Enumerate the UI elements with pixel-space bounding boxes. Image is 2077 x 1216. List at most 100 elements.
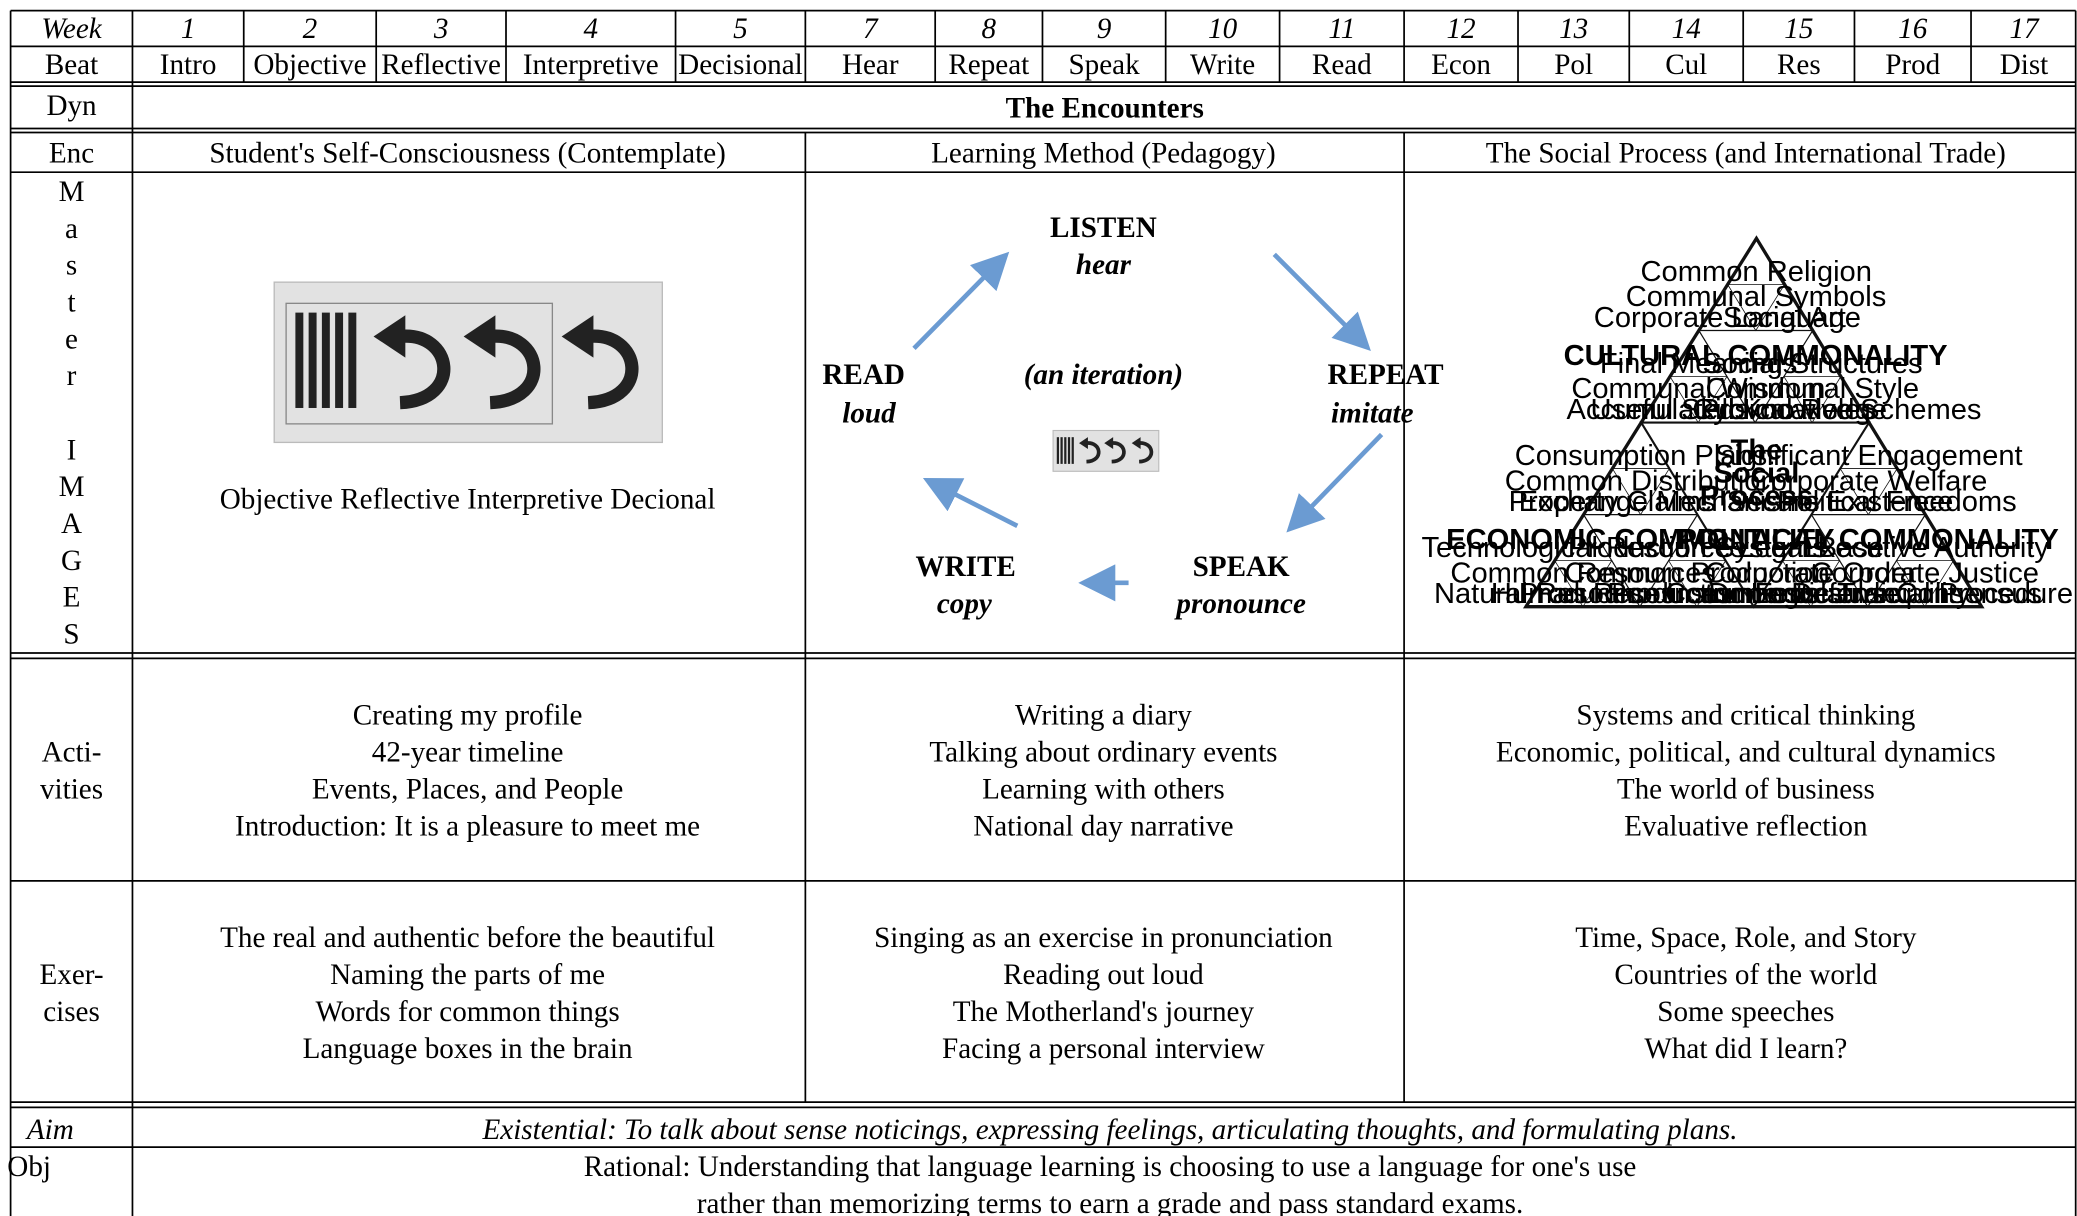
cell-line: Evaluative reflection xyxy=(1624,811,1868,843)
week-number: 15 xyxy=(1784,13,1813,45)
row-label: cises xyxy=(43,996,100,1028)
column-heading: Student's Self-Consciousness (Contemplat… xyxy=(209,138,725,170)
week-number: 5 xyxy=(733,13,748,45)
week-number: 10 xyxy=(1208,13,1238,45)
pyramid-item: Corporate Language xyxy=(1594,302,1861,334)
cell-line: Language boxes in the brain xyxy=(303,1033,633,1065)
pyramid-edge xyxy=(1726,284,1786,332)
image-caption: Objective Reflective Interpretive Decion… xyxy=(220,483,716,515)
cell-line: Facing a personal interview xyxy=(942,1033,1265,1065)
pyramid-item: Social Art xyxy=(1723,302,1846,334)
cell-line: Countries of the world xyxy=(1614,959,1877,991)
beat-name: Read xyxy=(1312,49,1372,81)
beat-name: Hear xyxy=(842,49,899,81)
aim-text: Existential: To talk about sense noticin… xyxy=(482,1114,1738,1146)
pyramid-item: Common Distribution xyxy=(1505,465,1777,497)
cell-line: The world of business xyxy=(1617,773,1875,805)
pyramid-item: Production Forces xyxy=(1607,578,1843,610)
week-number: 9 xyxy=(1097,13,1112,45)
pyramid-item: Political Freedoms xyxy=(1777,486,2017,518)
row-label: vities xyxy=(40,773,103,805)
cycle-verb: WRITE xyxy=(915,551,1015,583)
pyramid-edge xyxy=(1895,560,1955,608)
pyramid-edge xyxy=(1783,376,1842,424)
pyramid-item: Common Production xyxy=(1564,557,1829,589)
beat-name: Objective xyxy=(253,49,366,81)
cell-line: Writing a diary xyxy=(1015,699,1192,731)
pyramid-title: The xyxy=(1731,434,1783,466)
beat-name: Prod xyxy=(1885,49,1940,81)
cell-line: 42-year timeline xyxy=(372,736,564,768)
cycle-gloss: imitate xyxy=(1331,397,1414,429)
beat-name: Res xyxy=(1777,49,1821,81)
cell-line: Some speeches xyxy=(1657,996,1834,1028)
pyramid-item: Useful Skills xyxy=(1590,394,1749,426)
cell-line: Words for common things xyxy=(315,996,619,1028)
commonality-label: ECONOMIC COMMONALITY xyxy=(1446,524,1834,556)
pyramid-item: Social Structures xyxy=(1702,348,1922,380)
pyramid-edge xyxy=(1669,376,1728,424)
pyramid-edge xyxy=(1781,560,1841,608)
row-label: Dyn xyxy=(46,90,97,122)
pyramid-item: Common Defense xyxy=(1665,578,1900,610)
cell-line: Naming the parts of me xyxy=(330,959,605,991)
pyramid-item: Cyclical Roles xyxy=(1692,394,1875,426)
column-heading: Learning Method (Pedagogy) xyxy=(931,138,1276,170)
beat-name: Dist xyxy=(2000,49,2049,81)
cell-line: Introduction: It is a pleasure to meet m… xyxy=(235,811,700,843)
pyramid-item: Common Religion xyxy=(1640,256,1871,288)
cell-line: Creating my profile xyxy=(353,699,583,731)
pyramid-item: Judicial Procedure xyxy=(1833,578,2073,610)
pyramid-item: Accumulated Knowledge xyxy=(1566,394,1887,426)
pyramid-edge xyxy=(1667,560,1727,608)
cell-line: Singing as an exercise in pronunciation xyxy=(874,922,1333,954)
pyramid-item: Provocative Schemes xyxy=(1700,394,1982,426)
pyramid-edge xyxy=(1554,560,1613,608)
commonality-label: POLITICAL COMMONALITY xyxy=(1677,524,2058,556)
week-number: 13 xyxy=(1559,13,1588,45)
pyramid-item: Property Claims xyxy=(1509,486,1716,518)
cycle-verb: SPEAK xyxy=(1193,551,1290,583)
icon-small xyxy=(1052,429,1160,472)
pyramid-item: Production Systems xyxy=(1568,532,1827,564)
pyramid-item: Legal Base xyxy=(1738,532,1884,564)
pyramid-item: Human Resources xyxy=(1491,578,1732,610)
pyramid-edge xyxy=(1611,468,1671,516)
cell-line: The real and authentic before the beauti… xyxy=(220,922,715,954)
cycle-arrows xyxy=(912,251,1384,602)
pyramid-item: Executive Authority xyxy=(1801,532,2049,564)
row-label: Exer- xyxy=(39,959,103,991)
cell-line: Time, Space, Role, and Story xyxy=(1575,922,1917,954)
week-number: 14 xyxy=(1672,13,1701,45)
row-label: Obj xyxy=(7,1151,51,1183)
beat-name: Cul xyxy=(1665,49,1707,81)
icon-large xyxy=(273,281,663,444)
week-number: 17 xyxy=(2009,13,2040,45)
cell-line: Talking about ordinary events xyxy=(929,736,1277,768)
pyramid-item: Significant Engagement xyxy=(1715,440,2023,472)
week-number: 2 xyxy=(303,13,318,45)
cell-line: What did I learn? xyxy=(1644,1033,1847,1065)
pyramid-item: Consumption Plans xyxy=(1515,440,1768,472)
objective-line: rather than memorizing terms to earn a g… xyxy=(697,1188,1524,1216)
objective-line: Rational: Understanding that language le… xyxy=(584,1151,1637,1183)
beat-name: Write xyxy=(1190,49,1255,81)
cycle-gloss: loud xyxy=(842,397,896,429)
week-label: Week xyxy=(41,13,102,45)
cell-line: Systems and critical thinking xyxy=(1576,699,1915,731)
week-number: 11 xyxy=(1328,13,1355,45)
cell-line: Events, Places, and People xyxy=(312,773,623,805)
pyramid-item: Communal Style xyxy=(1705,373,1919,405)
cell-line: The Motherland's journey xyxy=(953,996,1255,1028)
pyramid-item: Legislative Consensus xyxy=(1751,578,2042,610)
pyramid-item: Communal Symbols xyxy=(1626,281,1887,313)
week-number: 12 xyxy=(1446,13,1475,45)
pyramid-item: Exchange Mechanisms xyxy=(1519,486,1820,518)
pyramid-item: Domestic Tranquility xyxy=(1708,578,1971,610)
cycle-verb: LISTEN xyxy=(1050,212,1157,244)
cycle-gloss: hear xyxy=(1076,249,1132,281)
